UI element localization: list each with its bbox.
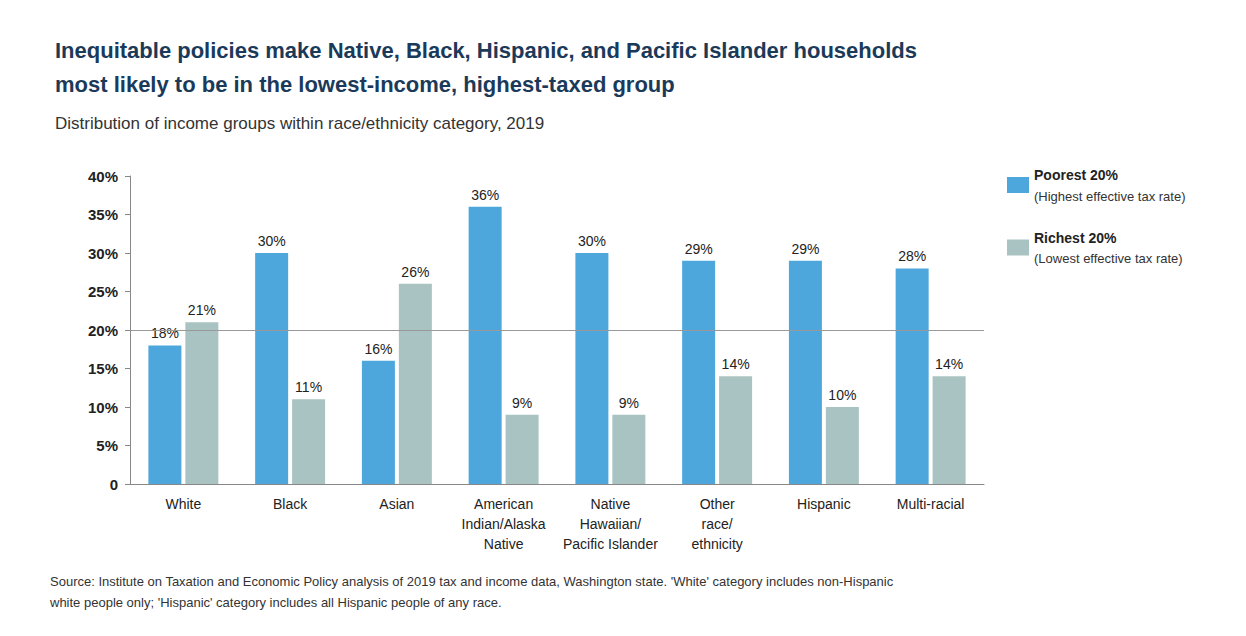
svg-text:20%: 20% (88, 322, 118, 339)
svg-text:Native: Native (591, 496, 631, 512)
svg-text:White: White (165, 496, 201, 512)
svg-text:40%: 40% (88, 168, 118, 185)
svg-text:21%: 21% (188, 302, 216, 318)
svg-text:Hawaiian/: Hawaiian/ (580, 516, 642, 532)
svg-text:most likely to be in the lowes: most likely to be in the lowest-income, … (55, 72, 675, 97)
svg-text:14%: 14% (935, 356, 963, 372)
svg-text:Hispanic: Hispanic (797, 496, 851, 512)
svg-text:Richest 20%: Richest 20% (1034, 230, 1117, 246)
svg-text:(Highest effective tax rate): (Highest effective tax rate) (1034, 189, 1186, 204)
svg-text:29%: 29% (791, 241, 819, 257)
svg-text:Pacific Islander: Pacific Islander (563, 536, 658, 552)
svg-text:28%: 28% (898, 248, 926, 264)
svg-text:30%: 30% (258, 233, 286, 249)
svg-text:Black: Black (273, 496, 308, 512)
svg-text:5%: 5% (96, 437, 118, 454)
svg-text:15%: 15% (88, 360, 118, 377)
svg-text:0: 0 (110, 476, 118, 493)
svg-text:(Lowest effective tax rate): (Lowest effective tax rate) (1034, 251, 1183, 266)
svg-text:race/: race/ (702, 516, 733, 532)
svg-text:ethnicity: ethnicity (691, 536, 742, 552)
svg-text:Source: Institute on Taxation: Source: Institute on Taxation and Econom… (50, 574, 894, 589)
svg-text:25%: 25% (88, 283, 118, 300)
svg-text:Poorest 20%: Poorest 20% (1034, 167, 1119, 183)
svg-text:white people only; 'Hispanic': white people only; 'Hispanic' category i… (49, 595, 502, 610)
svg-text:American: American (474, 496, 533, 512)
svg-text:Multi-racial: Multi-racial (897, 496, 965, 512)
svg-text:Indian/Alaska: Indian/Alaska (462, 516, 546, 532)
svg-text:10%: 10% (828, 387, 856, 403)
svg-text:Inequitable policies make Nati: Inequitable policies make Native, Black,… (55, 38, 917, 63)
svg-text:18%: 18% (151, 325, 179, 341)
svg-text:Asian: Asian (379, 496, 414, 512)
svg-text:11%: 11% (295, 379, 322, 395)
svg-text:Distribution of income groups: Distribution of income groups within rac… (55, 114, 544, 133)
svg-text:14%: 14% (722, 356, 750, 372)
svg-text:26%: 26% (401, 264, 429, 280)
svg-text:10%: 10% (88, 399, 118, 416)
svg-text:9%: 9% (512, 395, 532, 411)
svg-text:30%: 30% (88, 245, 118, 262)
svg-text:30%: 30% (578, 233, 606, 249)
svg-text:9%: 9% (619, 395, 639, 411)
svg-text:35%: 35% (88, 206, 118, 223)
svg-text:Native: Native (484, 536, 524, 552)
svg-text:16%: 16% (364, 341, 392, 357)
svg-text:36%: 36% (471, 187, 499, 203)
svg-text:Other: Other (700, 496, 735, 512)
svg-text:29%: 29% (685, 241, 713, 257)
